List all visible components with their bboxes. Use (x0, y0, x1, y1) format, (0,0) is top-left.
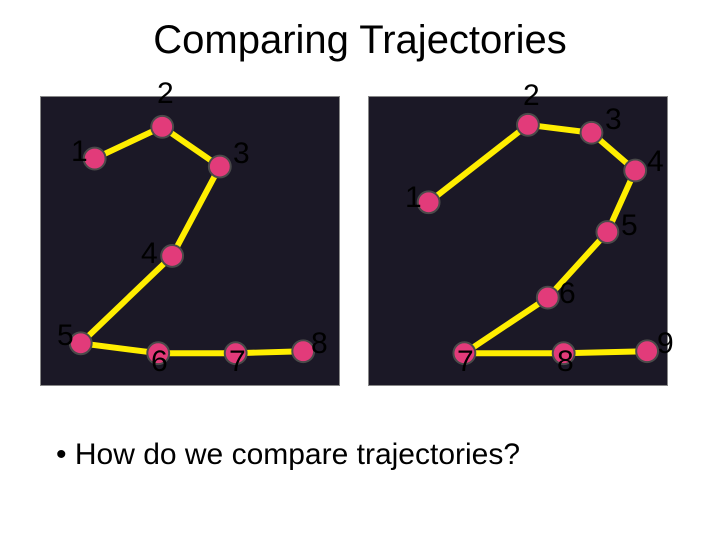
node-label: 6 (559, 277, 576, 311)
trajectory-node (517, 114, 539, 136)
node-label: 8 (557, 345, 574, 379)
trajectory-node (537, 287, 559, 309)
trajectory-node (596, 221, 618, 243)
node-label: 5 (57, 319, 74, 353)
trajectory-edge (81, 256, 172, 343)
trajectory-edge (464, 298, 547, 354)
trajectory-node (624, 160, 646, 182)
node-label: 1 (405, 181, 422, 215)
node-label: 9 (657, 327, 674, 361)
node-label: 8 (311, 327, 328, 361)
trajectory-node (209, 156, 231, 178)
node-label: 4 (647, 145, 664, 179)
node-label: 3 (605, 103, 622, 137)
trajectory-edge (564, 351, 647, 353)
node-label: 3 (233, 137, 250, 171)
trajectory-edge (172, 167, 220, 256)
page-title: Comparing Trajectories (0, 0, 720, 63)
node-label: 1 (71, 135, 88, 169)
node-label: 2 (157, 77, 174, 111)
node-label: 5 (621, 209, 638, 243)
node-label: 2 (523, 79, 540, 113)
trajectory-node (636, 340, 658, 362)
diagram-area: 12345678 123456789 (0, 96, 720, 396)
node-label: 6 (151, 345, 168, 379)
left-trajectory-panel: 12345678 (40, 96, 340, 386)
trajectory-node (581, 122, 603, 144)
node-label: 7 (457, 345, 474, 379)
trajectory-node (151, 116, 173, 138)
trajectory-edge (429, 125, 528, 202)
node-label: 4 (141, 237, 158, 271)
trajectory-node (161, 245, 183, 267)
bullet-question: • How do we compare trajectories? (56, 438, 520, 472)
right-trajectory-panel: 123456789 (368, 96, 668, 386)
trajectory-edge (548, 232, 608, 298)
node-label: 7 (229, 345, 246, 379)
